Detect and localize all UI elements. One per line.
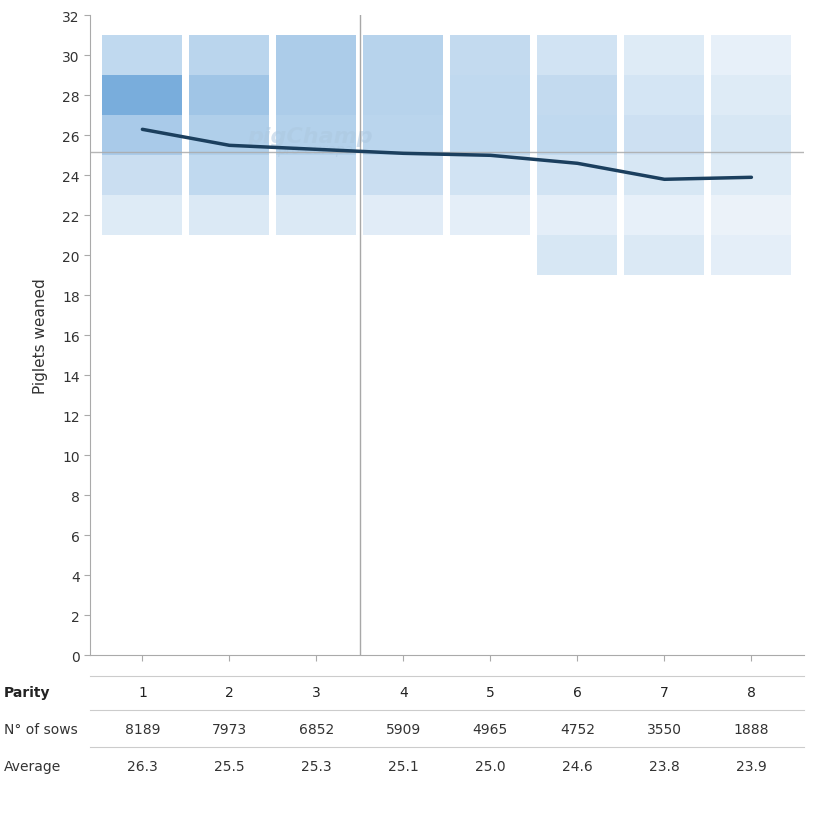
Text: 8: 8 <box>746 685 755 699</box>
Bar <box>450 76 530 116</box>
Text: 26.3: 26.3 <box>127 758 157 773</box>
Bar <box>711 36 790 76</box>
Bar <box>536 156 617 196</box>
Text: 8189: 8189 <box>124 722 160 736</box>
Bar <box>102 76 182 116</box>
Bar <box>711 116 790 156</box>
Text: 23.9: 23.9 <box>735 758 766 773</box>
Text: Parity: Parity <box>4 685 51 699</box>
Bar <box>189 76 269 116</box>
Text: 3: 3 <box>312 685 320 699</box>
Bar <box>363 156 443 196</box>
Text: 7973: 7973 <box>211 722 247 736</box>
Text: pigChamp: pigChamp <box>247 127 372 147</box>
Bar <box>276 156 356 196</box>
Bar <box>711 236 790 276</box>
Bar <box>623 36 704 76</box>
Bar <box>536 116 617 156</box>
Bar <box>102 36 182 76</box>
Bar <box>102 116 182 156</box>
Text: 2: 2 <box>224 685 233 699</box>
Bar <box>363 36 443 76</box>
Text: 1888: 1888 <box>733 722 768 736</box>
Text: 25.1: 25.1 <box>387 758 419 773</box>
Bar <box>189 116 269 156</box>
Bar <box>102 156 182 196</box>
Bar <box>711 156 790 196</box>
Bar <box>623 236 704 276</box>
Text: Average: Average <box>4 758 61 773</box>
Bar <box>450 156 530 196</box>
Text: 1: 1 <box>138 685 147 699</box>
Bar <box>536 36 617 76</box>
Y-axis label: Piglets weaned: Piglets weaned <box>33 278 48 394</box>
Bar <box>623 116 704 156</box>
Text: 5909: 5909 <box>385 722 420 736</box>
Text: 4752: 4752 <box>559 722 594 736</box>
Bar <box>623 76 704 116</box>
Bar <box>189 156 269 196</box>
Text: 25.5: 25.5 <box>214 758 244 773</box>
Bar <box>623 156 704 196</box>
Text: N° of sows: N° of sows <box>4 722 78 736</box>
Text: 6: 6 <box>572 685 581 699</box>
Bar <box>536 76 617 116</box>
Bar <box>363 196 443 236</box>
Text: 7: 7 <box>659 685 668 699</box>
Text: 4965: 4965 <box>473 722 508 736</box>
Bar <box>450 196 530 236</box>
Bar <box>189 196 269 236</box>
Text: pro europa: pro europa <box>277 143 353 156</box>
Text: 3550: 3550 <box>646 722 681 736</box>
Text: 25.0: 25.0 <box>474 758 505 773</box>
Bar <box>450 36 530 76</box>
Bar <box>711 76 790 116</box>
Bar <box>536 196 617 236</box>
Bar <box>363 116 443 156</box>
Text: 24.6: 24.6 <box>561 758 592 773</box>
Text: 6852: 6852 <box>298 722 333 736</box>
Bar <box>623 196 704 236</box>
Bar <box>276 76 356 116</box>
Bar <box>536 236 617 276</box>
Bar <box>276 116 356 156</box>
Bar <box>189 36 269 76</box>
Text: 25.3: 25.3 <box>301 758 332 773</box>
Bar <box>102 196 182 236</box>
Text: 4: 4 <box>399 685 407 699</box>
Bar <box>711 196 790 236</box>
Bar <box>363 76 443 116</box>
Text: 5: 5 <box>486 685 494 699</box>
Text: 23.8: 23.8 <box>648 758 679 773</box>
Bar <box>450 116 530 156</box>
Bar <box>276 36 356 76</box>
Bar <box>276 196 356 236</box>
